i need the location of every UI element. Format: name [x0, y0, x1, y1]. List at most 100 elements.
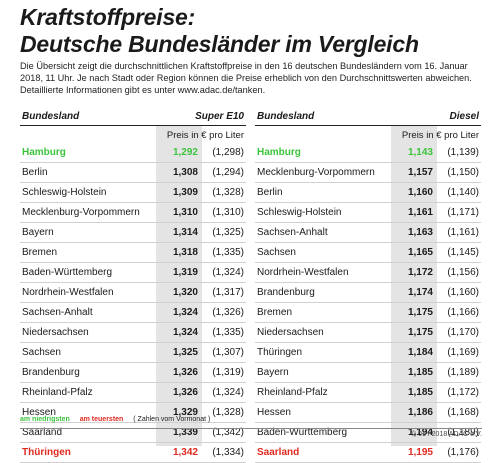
- previous-month-price: (1,317): [212, 287, 244, 298]
- previous-month-price: (1,172): [447, 387, 479, 398]
- copyright: © 01 / 2018 ADAC e.V.: [410, 431, 482, 438]
- current-price: 1,342: [172, 447, 198, 458]
- state-name: Baden-Württemberg: [22, 267, 113, 278]
- table-row: Sachsen-Anhalt 1,324 (1,326): [20, 303, 246, 323]
- table-row: Nordrhein-Westfalen 1,320 (1,317): [20, 283, 246, 303]
- state-name: Bremen: [257, 307, 293, 318]
- current-price: 1,195: [407, 447, 433, 458]
- previous-month-price: (1,171): [447, 207, 479, 218]
- state-name: Rheinland-Pfalz: [22, 387, 93, 398]
- previous-month-price: (1,168): [447, 407, 479, 418]
- current-price: 1,318: [172, 247, 198, 258]
- legend-lowest: am niedrigsten: [20, 416, 70, 423]
- current-price: 1,165: [407, 247, 433, 258]
- price-column-highlight: [156, 125, 202, 446]
- state-name: Nordrhein-Westfalen: [22, 287, 114, 298]
- state-name: Brandenburg: [22, 367, 80, 378]
- title-line-1: Kraftstoffpreise:: [20, 4, 196, 30]
- previous-month-price: (1,160): [447, 287, 479, 298]
- state-name: Mecklenburg-Vorpommern: [257, 167, 375, 178]
- state-name: Sachsen: [257, 247, 296, 258]
- previous-month-price: (1,161): [447, 227, 479, 238]
- state-name: Rheinland-Pfalz: [257, 387, 328, 398]
- table-row: Mecklenburg-Vorpommern 1,157 (1,150): [255, 163, 481, 183]
- state-name: Mecklenburg-Vorpommern: [22, 207, 140, 218]
- current-price: 1,157: [407, 167, 433, 178]
- unit-label: Preis in € pro Liter: [166, 130, 244, 141]
- footer-divider: [20, 428, 482, 429]
- unit-row: Preis in € pro Liter: [20, 126, 246, 143]
- state-name: Bayern: [257, 367, 289, 378]
- unit-label: Preis in € pro Liter: [401, 130, 479, 141]
- state-name: Sachsen: [22, 347, 61, 358]
- table-row: Thüringen 1,184 (1,169): [255, 343, 481, 363]
- table-row: Hamburg 1,292 (1,298): [20, 143, 246, 163]
- state-name: Niedersachsen: [257, 327, 324, 338]
- state-name: Thüringen: [22, 447, 71, 458]
- table-row: Schleswig-Holstein 1,161 (1,171): [255, 203, 481, 223]
- previous-month-price: (1,335): [212, 247, 244, 258]
- table-row: Berlin 1,308 (1,294): [20, 163, 246, 183]
- state-name: Bayern: [22, 227, 54, 238]
- current-price: 1,186: [407, 407, 433, 418]
- state-name: Saarland: [22, 427, 63, 438]
- current-price: 1,325: [172, 347, 198, 358]
- previous-month-price: (1,334): [212, 447, 244, 458]
- table-row: Bremen 1,318 (1,335): [20, 243, 246, 263]
- current-price: 1,160: [407, 187, 433, 198]
- state-name: Schleswig-Holstein: [257, 207, 342, 218]
- title-line-2: Deutsche Bundesländer im Vergleich: [20, 31, 419, 57]
- table-row: Nordrhein-Westfalen 1,172 (1,156): [255, 263, 481, 283]
- table-row: Schleswig-Holstein 1,309 (1,328): [20, 183, 246, 203]
- table-row: Bayern 1,185 (1,189): [255, 363, 481, 383]
- state-name: Hamburg: [257, 147, 301, 158]
- current-price: 1,326: [172, 387, 198, 398]
- table-super-e10: Bundesland Super E10 Preis in € pro Liter H…: [20, 107, 246, 463]
- legend: am niedrigsten am teuersten ( Zahlen vom…: [20, 416, 218, 423]
- unit-row: Preis in € pro Liter: [255, 126, 481, 143]
- state-name: Schleswig-Holstein: [22, 187, 107, 198]
- previous-month-price: (1,156): [447, 267, 479, 278]
- state-name: Thüringen: [257, 347, 303, 358]
- table-row: Hessen 1,329 (1,328): [20, 403, 246, 423]
- table-row: Saarland 1,339 (1,342): [20, 423, 246, 443]
- current-price: 1,184: [407, 347, 433, 358]
- legend-highest: am teuersten: [79, 416, 124, 423]
- current-price: 1,319: [172, 267, 198, 278]
- previous-month-price: (1,324): [212, 387, 244, 398]
- previous-month-price: (1,145): [447, 247, 479, 258]
- table-row: Rheinland-Pfalz 1,185 (1,172): [255, 383, 481, 403]
- previous-month-price: (1,342): [212, 427, 244, 438]
- previous-month-price: (1,176): [447, 447, 479, 458]
- price-column-highlight: [391, 125, 437, 446]
- column-header-fuel: Diesel: [449, 111, 479, 122]
- previous-month-price: (1,325): [212, 227, 244, 238]
- table-header: Bundesland Super E10: [20, 107, 246, 126]
- table-row: Brandenburg 1,174 (1,160): [255, 283, 481, 303]
- table-row: Niedersachsen 1,324 (1,335): [20, 323, 246, 343]
- page-title: Kraftstoffpreise: Deutsche Bundesländer …: [20, 4, 419, 58]
- current-price: 1,314: [172, 227, 198, 238]
- legend-note: ( Zahlen vom Vormonat ): [133, 416, 211, 423]
- current-price: 1,185: [407, 367, 433, 378]
- current-price: 1,143: [407, 147, 433, 158]
- current-price: 1,324: [172, 307, 198, 318]
- column-header-fuel: Super E10: [195, 111, 244, 122]
- previous-month-price: (1,294): [212, 167, 244, 178]
- previous-month-price: (1,298): [212, 147, 244, 158]
- previous-month-price: (1,319): [212, 367, 244, 378]
- current-price: 1,163: [407, 227, 433, 238]
- current-price: 1,339: [172, 427, 198, 438]
- table-diesel: Bundesland Diesel Preis in € pro Liter Hamb…: [255, 107, 481, 463]
- previous-month-price: (1,335): [212, 327, 244, 338]
- previous-month-price: (1,324): [212, 267, 244, 278]
- state-name: Berlin: [22, 167, 48, 178]
- table-row: Sachsen 1,325 (1,307): [20, 343, 246, 363]
- previous-month-price: (1,140): [447, 187, 479, 198]
- state-name: Saarland: [257, 447, 300, 458]
- state-name: Hamburg: [22, 147, 66, 158]
- current-price: 1,324: [172, 327, 198, 338]
- previous-month-price: (1,189): [447, 427, 479, 438]
- state-name: Sachsen-Anhalt: [22, 307, 93, 318]
- current-price: 1,308: [172, 167, 198, 178]
